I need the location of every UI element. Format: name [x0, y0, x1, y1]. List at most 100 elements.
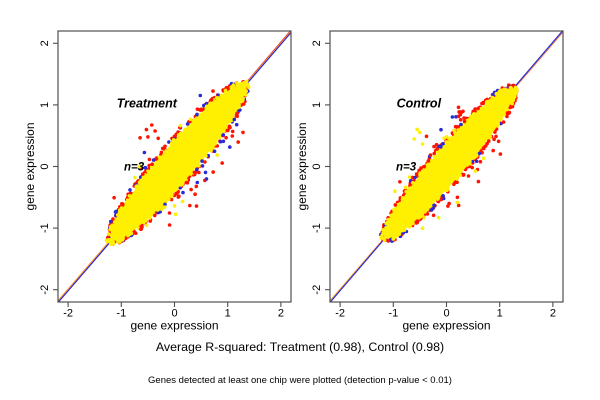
panel-treatment: -2 -1 0 1 2 -2 -1 0 1 2 gene expression gene expres… — [23, 30, 292, 333]
data-point — [116, 240, 121, 244]
x-tick-label: -2 — [63, 308, 73, 320]
data-point — [195, 112, 199, 117]
data-point — [426, 159, 431, 163]
data-point — [420, 226, 425, 230]
data-point — [462, 119, 467, 124]
data-point — [189, 170, 194, 175]
x-tick-label: 0 — [171, 308, 177, 320]
data-point — [508, 105, 512, 110]
data-point — [501, 120, 506, 124]
data-point — [432, 155, 437, 159]
data-point — [461, 109, 465, 114]
data-point — [158, 155, 162, 160]
caption-r-squared: Average R-squared: Treatment (0.98), Con… — [155, 340, 445, 354]
data-point — [435, 197, 439, 201]
data-point — [407, 225, 412, 229]
data-point — [111, 227, 115, 232]
data-point — [425, 212, 430, 216]
data-point — [462, 116, 466, 120]
data-point — [398, 180, 402, 184]
data-point — [205, 104, 209, 109]
data-point — [167, 223, 172, 227]
data-point — [172, 138, 176, 142]
data-point — [478, 159, 483, 164]
data-point — [384, 231, 389, 236]
axes: -2 -1 0 1 2 -2 -1 0 1 2 — [39, 40, 284, 319]
data-point — [493, 130, 497, 134]
data-point — [512, 93, 516, 97]
data-point — [113, 220, 117, 224]
data-point — [143, 165, 148, 170]
data-point — [118, 208, 122, 212]
data-point — [195, 180, 200, 185]
data-point — [198, 93, 203, 98]
plot-area — [58, 31, 291, 302]
data-point — [106, 232, 111, 236]
data-point — [239, 95, 244, 99]
data-point — [432, 144, 436, 149]
data-point — [386, 222, 391, 227]
data-point — [240, 89, 244, 94]
data-point — [144, 223, 149, 228]
data-point — [228, 125, 232, 130]
data-point — [236, 140, 240, 144]
data-point — [455, 180, 459, 185]
data-point — [423, 210, 427, 214]
data-point — [113, 210, 118, 214]
x-tick-label: -2 — [335, 308, 345, 320]
data-point — [223, 126, 227, 130]
data-point — [407, 175, 412, 179]
data-point — [167, 211, 172, 215]
data-point — [213, 142, 217, 146]
data-point — [505, 114, 509, 119]
data-point — [498, 152, 503, 156]
data-point — [418, 214, 422, 218]
plot-area — [330, 31, 563, 302]
data-point — [212, 149, 217, 154]
data-point — [458, 112, 463, 117]
data-point — [215, 153, 219, 157]
data-point — [194, 184, 199, 189]
y-tick-label: -1 — [39, 223, 51, 233]
data-point — [192, 118, 196, 122]
data-point — [204, 154, 208, 158]
data-point — [413, 175, 417, 180]
data-point — [202, 103, 206, 108]
x-tick-label: 0 — [443, 308, 449, 320]
data-point — [513, 88, 518, 92]
data-point — [436, 215, 441, 220]
data-point — [510, 101, 514, 105]
data-point — [209, 98, 214, 102]
data-point — [418, 171, 423, 175]
data-point — [120, 238, 125, 242]
dense-cloud-body — [384, 88, 514, 239]
data-point — [441, 194, 445, 198]
data-point — [481, 146, 486, 151]
data-point — [156, 210, 161, 215]
data-point — [497, 89, 502, 94]
data-point — [211, 146, 215, 150]
data-point — [494, 134, 498, 139]
data-point — [200, 159, 204, 163]
data-point — [455, 200, 460, 205]
data-point — [420, 142, 425, 146]
data-point — [114, 237, 118, 241]
data-point — [108, 227, 112, 232]
data-point — [199, 108, 203, 112]
data-point — [160, 207, 164, 212]
data-point — [474, 159, 479, 164]
data-point — [107, 237, 111, 242]
data-point — [400, 196, 405, 200]
data-point — [450, 115, 455, 119]
data-point — [476, 179, 481, 184]
data-point — [138, 136, 142, 140]
data-point — [417, 130, 422, 135]
data-point — [128, 188, 132, 192]
data-point — [470, 165, 475, 170]
data-point — [188, 203, 192, 208]
data-point — [444, 141, 449, 146]
data-point — [457, 128, 461, 133]
point-cloud — [104, 79, 251, 247]
data-point — [231, 87, 235, 91]
